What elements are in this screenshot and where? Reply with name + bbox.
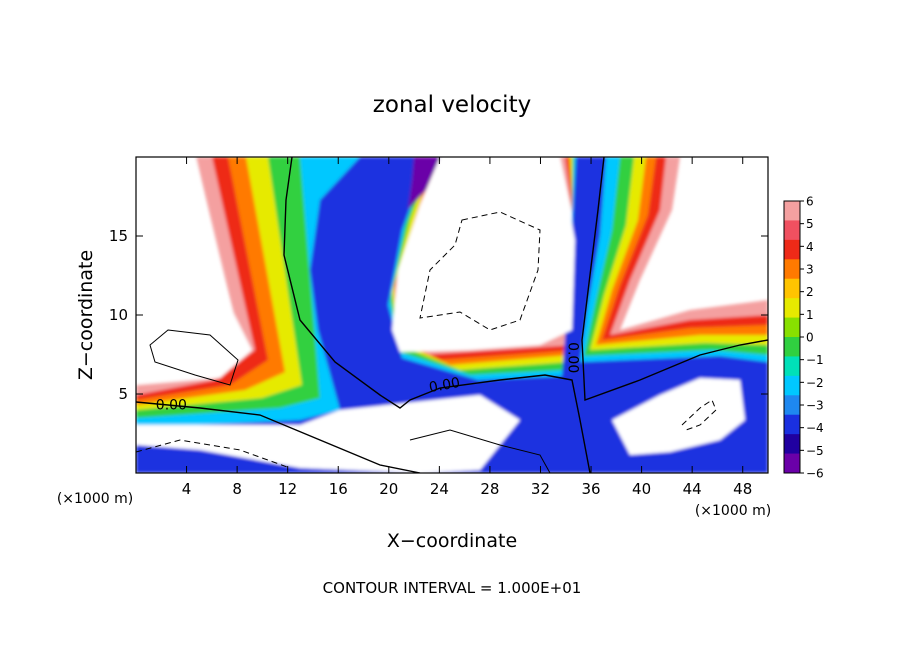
colorbar-swatch <box>784 337 800 357</box>
colorbar-swatch <box>784 453 800 474</box>
zero-contour-right <box>581 157 768 401</box>
solid-contour-left-blob <box>149 329 239 386</box>
x-axis-label: X−coordinate <box>387 530 517 552</box>
dashed-contour-core <box>419 211 541 331</box>
x-tick-label: 28 <box>480 480 499 498</box>
plot-area: 0.00 0.00 0.00 <box>135 156 769 474</box>
x-tick-label: 32 <box>531 480 550 498</box>
colorbar-swatch <box>784 375 800 396</box>
x-tick-label: 12 <box>278 480 297 498</box>
colorbar-swatch <box>784 201 800 221</box>
chart-title: zonal velocity <box>373 92 531 118</box>
colorbar-swatch <box>784 259 800 280</box>
field-band-purple <box>408 157 440 210</box>
colorbar-label: −3 <box>806 399 824 413</box>
x-tick-label: 36 <box>581 480 600 498</box>
colorbar-label: −5 <box>806 444 824 458</box>
contour-interval-note: CONTOUR INTERVAL = 1.000E+01 <box>323 579 582 597</box>
colorbar-label: −1 <box>806 353 824 367</box>
colorbar-label: 5 <box>806 217 814 231</box>
y-axis: 5 10 15 <box>109 227 768 403</box>
x-unit-label-left: (×1000 m) <box>57 491 133 507</box>
zero-contour-lower <box>136 401 421 473</box>
contour-labels: 0.00 0.00 0.00 <box>156 342 581 413</box>
x-unit-label-right: (×1000 m) <box>695 503 771 519</box>
colorbar: 6 5 4 3 2 1 0 −1 −2 −3 −4 −5 −6 <box>783 195 824 481</box>
x-tick-label: 20 <box>379 480 398 498</box>
field-white-lower-right <box>612 378 745 455</box>
x-tick-label: 16 <box>329 480 348 498</box>
zero-contour-upper <box>283 157 591 473</box>
colorbar-label: 0 <box>806 331 814 345</box>
field-white-left <box>136 157 252 385</box>
x-tick-label: 4 <box>182 480 192 498</box>
colorbar-label: 3 <box>806 263 814 277</box>
colorbar-swatch <box>784 356 800 377</box>
dashed-contour-lower-left <box>136 439 291 469</box>
dashed-contour-lower-right <box>681 399 717 431</box>
colorbar-label: −6 <box>806 467 824 481</box>
field-white-core <box>392 157 575 352</box>
field-white-lower-left <box>136 395 520 473</box>
colorbar-label: −2 <box>806 376 824 390</box>
contour-lines <box>136 157 768 473</box>
y-axis-label: Z−coordinate <box>75 250 97 380</box>
contour-value-label: 0.00 <box>156 397 187 413</box>
y-tick-label: 10 <box>109 306 128 324</box>
colorbar-swatch <box>784 414 800 435</box>
colorbar-label: 4 <box>806 240 814 254</box>
colorbar-label: 2 <box>806 285 814 299</box>
contour-value-label: 0.00 <box>564 342 580 373</box>
x-tick-label: 48 <box>733 480 752 498</box>
colorbar-swatch <box>784 220 800 241</box>
field-band-blue <box>136 157 768 473</box>
colorbar-swatch <box>784 317 800 338</box>
y-tick-label: 15 <box>109 227 128 245</box>
x-tick-label: 44 <box>683 480 702 498</box>
colorbar-swatch <box>784 395 800 416</box>
colorbar-label: 1 <box>806 308 814 322</box>
colorbar-label: −4 <box>806 421 824 435</box>
x-tick-label: 40 <box>632 480 651 498</box>
x-axis: 4 8 12 16 20 24 28 32 36 40 44 48 <box>182 157 752 498</box>
solid-contour-lower <box>409 429 551 473</box>
colorbar-swatch <box>784 298 800 319</box>
x-tick-label: 24 <box>430 480 449 498</box>
y-tick-label: 5 <box>118 385 128 403</box>
x-tick-label: 8 <box>232 480 242 498</box>
contour-value-label: 0.00 <box>428 375 461 396</box>
colorbar-swatch <box>784 239 800 260</box>
colorbar-label: 6 <box>806 195 814 209</box>
heatmap-field <box>136 157 768 473</box>
colorbar-swatch <box>784 434 800 455</box>
colorbar-swatch <box>784 278 800 299</box>
